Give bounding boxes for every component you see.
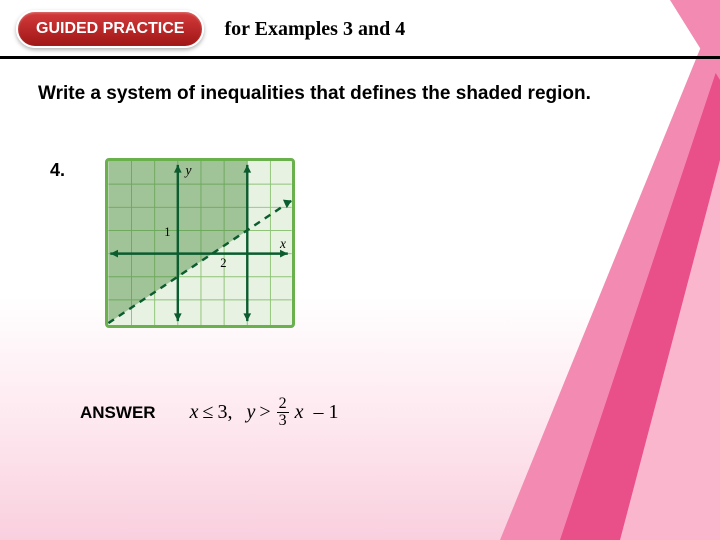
- decorative-ribbons: [360, 0, 720, 540]
- svg-text:y: y: [184, 163, 192, 178]
- answer-expression: x ≤ 3, y > 2 3 x – 1: [190, 396, 339, 429]
- rhs-3: 3,: [217, 401, 232, 424]
- fraction-2-3: 2 3: [277, 396, 289, 429]
- var-x2: x: [295, 401, 304, 424]
- answer-label: ANSWER: [80, 403, 156, 423]
- tail-minus-1: – 1: [314, 401, 339, 424]
- answer-row: ANSWER x ≤ 3, y > 2 3 x – 1: [80, 396, 339, 429]
- svg-text:2: 2: [220, 256, 226, 270]
- coordinate-graph: y x 1 2: [105, 158, 295, 328]
- frac-den: 3: [277, 413, 289, 429]
- svg-text:1: 1: [164, 225, 170, 239]
- header: GUIDED PRACTICE for Examples 3 and 4: [0, 0, 720, 58]
- rel-le: ≤: [202, 401, 213, 424]
- var-y: y: [246, 401, 255, 424]
- var-x: x: [190, 401, 199, 424]
- frac-num: 2: [277, 396, 289, 413]
- prompt-text: Write a system of inequalities that defi…: [38, 82, 638, 107]
- rel-gt: >: [259, 401, 270, 424]
- question-number: 4.: [50, 160, 65, 181]
- header-rule: [0, 56, 720, 59]
- guided-practice-badge: GUIDED PRACTICE: [16, 10, 204, 48]
- svg-text:x: x: [279, 236, 286, 251]
- header-title: for Examples 3 and 4: [224, 18, 405, 41]
